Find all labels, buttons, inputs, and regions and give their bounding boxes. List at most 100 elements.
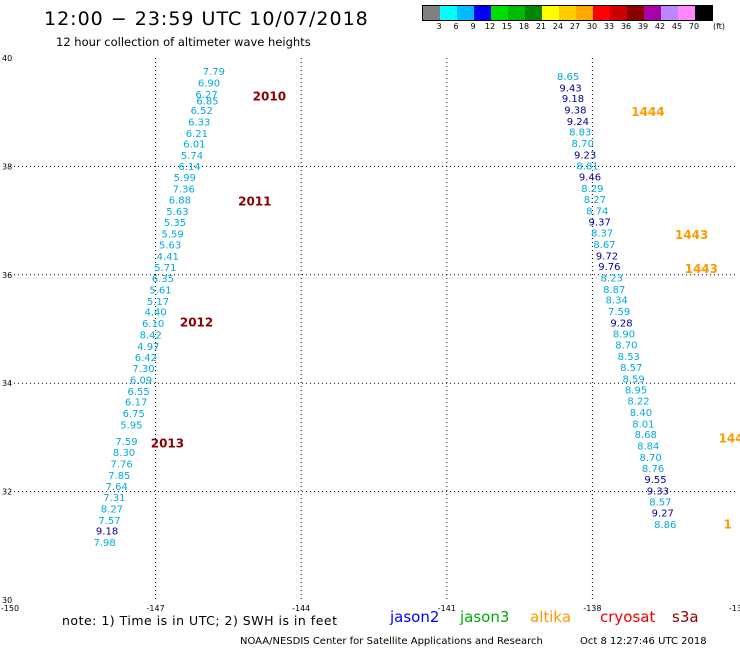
- wave-height-point: 8.68: [635, 430, 657, 441]
- scale-label: 9: [470, 22, 476, 31]
- wave-height-point: 8.27: [101, 504, 123, 515]
- wave-height-point: 7.98: [94, 538, 116, 549]
- wave-height-point: 7.30: [132, 364, 154, 375]
- wave-height-point: 8.90: [613, 329, 635, 340]
- scale-label: 30: [586, 22, 598, 31]
- wave-height-point: 8.83: [569, 128, 591, 139]
- wave-height-point: 9.43: [559, 83, 581, 94]
- scale-swatch: [627, 6, 644, 20]
- wave-height-point: 9.27: [652, 509, 674, 520]
- scale-swatch: [661, 6, 678, 20]
- wave-height-point: 4.41: [157, 252, 179, 263]
- scale-label: 45: [671, 22, 683, 31]
- satellite-legend-s3a: s3a: [672, 608, 699, 626]
- wave-height-point: 6.88: [169, 195, 191, 206]
- scale-label: 21: [535, 22, 547, 31]
- x-tick-label: -144: [292, 604, 310, 613]
- wave-height-point: 8.22: [627, 397, 649, 408]
- wave-height-point: 6.85: [196, 96, 218, 107]
- scale-swatch: [610, 6, 627, 20]
- note-text: note: 1) Time is in UTC; 2) SWH is in fe…: [62, 613, 338, 628]
- time-label: 2013: [151, 436, 184, 450]
- scale-label: 12: [484, 22, 496, 31]
- wave-height-point: 6.75: [123, 409, 145, 420]
- wave-height-point: 8.70: [572, 139, 594, 150]
- wave-height-point: 8.95: [625, 386, 647, 397]
- scale-label: 27: [569, 22, 581, 31]
- wave-height-point: 5.95: [120, 420, 142, 431]
- time-label: 2012: [180, 315, 213, 329]
- y-tick-label: 38: [2, 162, 12, 171]
- wave-height-point: 8.23: [601, 274, 623, 285]
- time-label: 1443: [685, 262, 718, 276]
- wave-height-point: 7.57: [98, 516, 120, 527]
- wave-height-point: 8.67: [593, 240, 615, 251]
- page-title: 12:00 − 23:59 UTC 10/07/2018: [44, 8, 369, 30]
- wave-height-point: 9.37: [589, 218, 611, 229]
- time-label: 1443: [675, 228, 708, 242]
- time-label: 2010: [253, 89, 286, 103]
- wave-height-point: 5.74: [181, 151, 203, 162]
- scale-swatch: [440, 6, 457, 20]
- wave-height-point: 9.33: [647, 487, 669, 498]
- scale-label: 18: [518, 22, 530, 31]
- wave-height-point: 9.24: [567, 117, 589, 128]
- wave-height-point: 7.76: [110, 459, 132, 470]
- y-tick-label: 34: [2, 379, 12, 388]
- wave-height-point: 9.18: [96, 527, 118, 538]
- time-label: 2011: [238, 195, 271, 209]
- wave-height-point: 8.84: [637, 442, 659, 453]
- satellite-legend-cryosat: cryosat: [600, 608, 656, 626]
- page-subtitle: 12 hour collection of altimeter wave hei…: [56, 35, 311, 49]
- scale-label: 3: [436, 22, 442, 31]
- time-label: 1: [723, 518, 731, 532]
- wave-height-point: 8.57: [649, 497, 671, 508]
- wave-height-point: 8.81: [576, 161, 598, 172]
- wave-height-point: 5.71: [154, 263, 176, 274]
- scale-unit: (ft): [712, 22, 726, 31]
- x-tick-label: -147: [147, 604, 165, 613]
- wave-height-point: 8.37: [591, 229, 613, 240]
- wave-height-point: 5.61: [149, 285, 171, 296]
- wave-height-point: 4.97: [137, 342, 159, 353]
- scale-label: 6: [453, 22, 459, 31]
- wave-height-point: 8.42: [140, 330, 162, 341]
- wave-height-point: 8.29: [581, 184, 603, 195]
- wave-height-point: 7.59: [608, 307, 630, 318]
- color-scale: [422, 5, 713, 21]
- scale-label: 24: [552, 22, 564, 31]
- wave-height-point: 9.38: [564, 105, 586, 116]
- wave-height-point: 6.35: [152, 274, 174, 285]
- x-tick-label: -150: [1, 604, 19, 613]
- wave-height-point: 9.76: [598, 262, 620, 273]
- wave-height-point: 6.52: [191, 106, 213, 117]
- y-tick-label: 30: [2, 596, 12, 605]
- wave-height-point: 8.34: [606, 296, 628, 307]
- wave-height-point: 9.72: [596, 251, 618, 262]
- wave-height-point: 6.21: [186, 129, 208, 140]
- scale-label: 39: [637, 22, 649, 31]
- wave-height-point: 6.14: [178, 162, 200, 173]
- scale-label: 15: [501, 22, 513, 31]
- scale-swatch: [474, 6, 491, 20]
- wave-height-point: 8.59: [623, 374, 645, 385]
- wave-height-point: 5.59: [161, 230, 183, 241]
- wave-height-point: 8.65: [557, 72, 579, 83]
- wave-height-point: 4.40: [144, 308, 166, 319]
- wave-height-point: 8.53: [618, 352, 640, 363]
- scale-swatch: [678, 6, 695, 20]
- scale-swatch: [593, 6, 610, 20]
- scale-swatch: [576, 6, 593, 20]
- wave-height-point: 7.79: [203, 67, 225, 78]
- wave-height-point: 6.90: [198, 78, 220, 89]
- wave-height-point: 7.59: [115, 437, 137, 448]
- scale-swatch: [423, 6, 440, 20]
- scale-label: 70: [688, 22, 700, 31]
- scale-swatch: [525, 6, 542, 20]
- wave-height-point: 7.36: [173, 185, 195, 196]
- wave-height-point: 8.40: [630, 408, 652, 419]
- scale-swatch: [457, 6, 474, 20]
- wave-height-point: 8.87: [603, 285, 625, 296]
